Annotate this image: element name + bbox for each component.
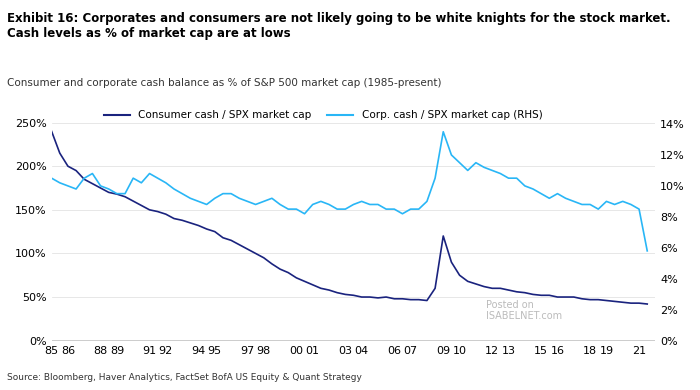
Legend: Consumer cash / SPX market cap, Corp. cash / SPX market cap (RHS): Consumer cash / SPX market cap, Corp. ca… [100,106,547,124]
Text: Posted on
ISABELNET.com: Posted on ISABELNET.com [486,300,563,321]
Text: Source: Bloomberg, Haver Analytics, FactSet BofA US Equity & Quant Strategy: Source: Bloomberg, Haver Analytics, Fact… [7,373,362,382]
Text: Exhibit 16: Corporates and consumers are not likely going to be white knights fo: Exhibit 16: Corporates and consumers are… [7,12,671,40]
Text: Consumer and corporate cash balance as % of S&P 500 market cap (1985-present): Consumer and corporate cash balance as %… [7,78,442,88]
